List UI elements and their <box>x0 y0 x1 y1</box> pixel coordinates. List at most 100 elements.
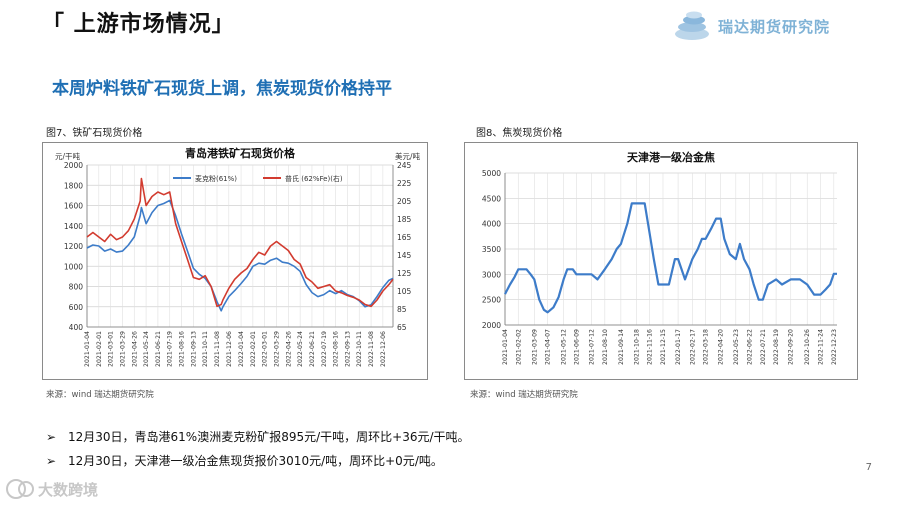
bullet-text: 12月30日，青岛港61%澳洲麦克粉矿报895元/干吨，周环比+36元/干吨。 <box>68 430 470 444</box>
x-tick-label: 2022-05-23 <box>733 329 740 365</box>
x-tick-label: 2021-12-06 <box>226 331 233 367</box>
bullet-iron-ore: ➢ 12月30日，青岛港61%澳洲麦克粉矿报895元/干吨，周环比+36元/干吨。 <box>46 428 470 445</box>
y-tick-label: 600 <box>69 303 84 312</box>
x-tick-label: 2022-12-23 <box>831 329 838 365</box>
x-tick-label: 2021-03-01 <box>108 331 115 367</box>
y-tick-label: 400 <box>69 323 84 332</box>
y-tick-label: 5000 <box>482 169 501 178</box>
y-tick-label: 1600 <box>64 202 83 211</box>
x-tick-label: 2021-09-14 <box>618 329 625 365</box>
x-tick-label: 2022-02-17 <box>689 329 696 365</box>
watermark: 大数跨境 <box>4 476 134 502</box>
brand-name: 瑞达期货研究院 <box>718 18 831 36</box>
x-tick-label: 2022-01-17 <box>675 329 682 365</box>
y-right-tick-label: 185 <box>397 215 412 224</box>
x-tick-label: 2021-09-13 <box>190 331 197 367</box>
figure-caption-iron-ore: 图7、铁矿石现货价格 <box>46 128 143 139</box>
series-line <box>504 202 837 314</box>
bullet-text: 12月30日，天津港一级冶金焦现货报价3010元/吨，周环比+0元/吨。 <box>68 454 443 468</box>
x-tick-label: 2021-04-07 <box>545 329 552 365</box>
x-tick-label: 2022-02-01 <box>250 331 257 367</box>
y-right-tick-label: 145 <box>397 251 412 260</box>
y-tick-label: 1200 <box>64 242 83 251</box>
source-note-iron-ore: 来源：wind 瑞达期货研究院 <box>46 390 154 400</box>
x-tick-label: 2021-06-09 <box>573 329 580 365</box>
legend-label: 普氏 (62%Fe)(右) <box>285 174 343 183</box>
x-tick-label: 2021-03-29 <box>119 331 126 367</box>
chart-iron-ore-panel: 青岛港铁矿石现货价格 400 600 800 1000 1200 1400 1600 1800 2… <box>42 142 428 380</box>
x-tick-label: 2022-11-24 <box>818 329 825 365</box>
y-tick-label: 800 <box>69 283 84 292</box>
chart-coke: 天津港一级冶金焦 2000 2500 3000 3500 4000 4500 5000 2021… <box>482 150 838 365</box>
arrow-bullet-icon: ➢ <box>46 430 57 444</box>
x-tick-label: 2022-03-01 <box>262 331 269 367</box>
x-tick-label: 2022-09-20 <box>788 329 795 365</box>
chart-title: 天津港一级冶金焦 <box>627 150 715 164</box>
x-tick-label: 2022-04-26 <box>285 331 292 367</box>
x-tick-label: 2022-09-13 <box>344 331 351 367</box>
y-right-tick-label: 225 <box>397 179 412 188</box>
page-title: 「 上游市场情况」 <box>42 12 235 37</box>
figure-caption-coke: 图8、焦炭现货价格 <box>476 128 563 139</box>
y-tick-label: 2000 <box>482 321 501 330</box>
y-right-tick-label: 125 <box>397 269 412 278</box>
x-tick-label: 2021-07-19 <box>167 331 174 367</box>
page-number: 7 <box>865 462 872 473</box>
y-tick-label: 2000 <box>64 161 83 170</box>
x-tick-label: 2022-10-11 <box>356 331 363 367</box>
series-line <box>86 199 394 312</box>
x-tick-label: 2021-08-16 <box>179 331 186 367</box>
x-tick-label: 2022-07-19 <box>321 331 328 367</box>
y-axis-label: 元/干吨 <box>55 151 81 161</box>
legend-label: 麦克粉(61%) <box>195 174 237 183</box>
y-tick-label: 1800 <box>64 181 83 190</box>
y-right-tick-label: 165 <box>397 233 412 242</box>
watermark-logo-icon: 大数跨境 <box>6 479 98 499</box>
x-tick-label: 2021-01-04 <box>502 329 509 365</box>
x-tick-label: 2022-03-29 <box>274 331 281 367</box>
x-tick-label: 2022-06-22 <box>747 329 754 365</box>
x-tick-label: 2021-11-08 <box>214 331 221 367</box>
bullet-coke: ➢ 12月30日，天津港一级冶金焦现货报价3010元/吨，周环比+0元/吨。 <box>46 452 443 469</box>
y-right-tick-label: 245 <box>397 161 412 170</box>
y-tick-label: 1000 <box>64 262 83 271</box>
x-tick-label: 2022-08-16 <box>333 331 340 367</box>
y-right-tick-label: 65 <box>397 323 407 332</box>
x-tick-label: 2022-10-26 <box>804 329 811 365</box>
y-tick-label: 1400 <box>64 222 83 231</box>
chart-iron-ore: 青岛港铁矿石现货价格 400 600 800 1000 1200 1400 1600 1800 2… <box>55 146 421 367</box>
y-right-tick-label: 205 <box>397 197 412 206</box>
y-tick-label: 3000 <box>482 270 501 279</box>
x-tick-label: 2022-12-06 <box>380 331 387 367</box>
x-tick-label: 2021-01-04 <box>84 331 91 367</box>
chart-coke-panel: 天津港一级冶金焦 2000 2500 3000 3500 4000 4500 5000 2021… <box>464 142 858 380</box>
x-tick-label: 2022-05-24 <box>297 331 304 367</box>
x-tick-label: 2022-04-20 <box>718 329 725 365</box>
x-tick-label: 2022-11-08 <box>368 331 375 367</box>
x-tick-label: 2022-03-18 <box>703 329 710 365</box>
y-tick-label: 2500 <box>482 296 501 305</box>
coin-stack-icon <box>675 11 709 40</box>
x-tick-label: 2021-05-24 <box>143 331 150 367</box>
page-headline: 本周炉料铁矿石现货上调，焦炭现货价格持平 <box>52 79 392 99</box>
y-tick-label: 3500 <box>482 245 501 254</box>
x-tick-label: 2021-08-10 <box>602 329 609 365</box>
x-tick-label: 2021-11-16 <box>647 329 654 365</box>
svg-text:大数跨境: 大数跨境 <box>38 481 98 499</box>
x-tick-label: 2021-07-12 <box>589 329 596 365</box>
x-tick-label: 2021-06-21 <box>155 331 162 367</box>
chart-title: 青岛港铁矿石现货价格 <box>185 146 296 160</box>
source-note-coke: 来源：wind 瑞达期货研究院 <box>470 390 578 400</box>
brand-logo: 瑞达期货研究院 <box>672 10 872 42</box>
y-axis-right-label: 美元/吨 <box>395 151 421 161</box>
x-tick-label: 2021-10-18 <box>633 329 640 365</box>
x-tick-label: 2022-08-19 <box>773 329 780 365</box>
x-tick-label: 2021-02-01 <box>96 331 103 367</box>
y-tick-label: 4000 <box>482 220 501 229</box>
x-tick-label: 2021-03-09 <box>531 329 538 365</box>
y-right-tick-label: 85 <box>397 305 407 314</box>
y-tick-label: 4500 <box>482 194 501 203</box>
arrow-bullet-icon: ➢ <box>46 454 57 468</box>
x-tick-label: 2021-04-26 <box>131 331 138 367</box>
y-right-tick-label: 105 <box>397 287 412 296</box>
